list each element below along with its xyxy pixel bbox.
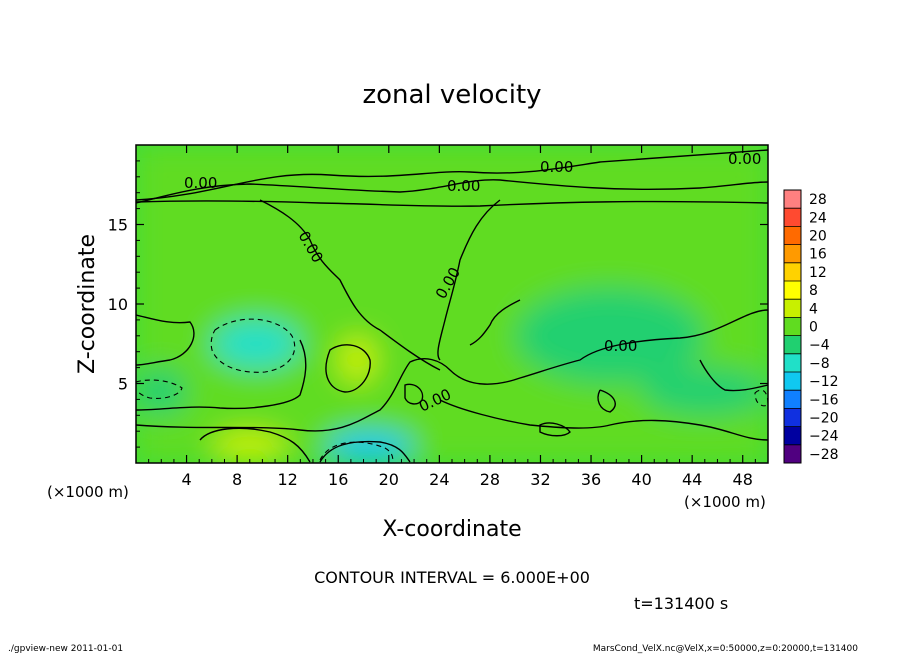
colorbar-swatch (784, 281, 801, 300)
y-axis-label: Z-coordinate (75, 234, 100, 374)
chart-title: zonal velocity (362, 80, 541, 110)
colorbar-swatch (784, 426, 801, 446)
contour-label: 0.00 (184, 174, 217, 192)
x-tick-label: 36 (581, 470, 601, 489)
x-tick-label: 32 (530, 470, 550, 489)
colorbar-frame (783, 189, 802, 464)
colorbar-label: 20 (809, 229, 827, 245)
y-axis: 5 10 15 (108, 160, 768, 448)
colorbar-swatch (784, 244, 801, 264)
field-region (338, 335, 377, 384)
colorbar-label: −8 (809, 356, 830, 372)
colorbar-label: 16 (809, 247, 827, 263)
contour-label: 0.00 (447, 177, 480, 195)
field-regions (136, 145, 768, 463)
colorbar-swatch (784, 353, 801, 373)
colorbar-swatch (784, 317, 801, 337)
x-tick-label: 8 (232, 470, 242, 489)
colorbar-label: 24 (809, 210, 827, 226)
colorbar-swatch (784, 190, 801, 209)
y-tick-label: 10 (108, 295, 128, 314)
contour-lines (136, 149, 768, 463)
colorbar-label: −28 (809, 447, 839, 463)
y-unit-label: (×1000 m) (684, 493, 766, 511)
x-tick-label: 24 (429, 470, 449, 489)
field-region (641, 367, 768, 416)
colorbar-swatch (784, 408, 801, 428)
colorbar-label: −20 (809, 411, 839, 427)
y-tick-label: 15 (108, 216, 128, 235)
colorbar-swatch (784, 262, 801, 282)
x-tick-label: 48 (733, 470, 753, 489)
x-tick-label: 20 (379, 470, 399, 489)
colorbar-swatch (784, 335, 801, 355)
time-label: t=131400 s (634, 594, 728, 613)
x-tick-label: 12 (278, 470, 298, 489)
colorbar-label: 0 (809, 320, 818, 336)
field-region (211, 319, 301, 368)
field-region (211, 431, 288, 463)
colorbar-label: −16 (809, 392, 839, 408)
contour-label: 0.00 (604, 337, 637, 355)
colorbar-swatch (784, 390, 801, 409)
colorbar-label: −12 (809, 374, 839, 390)
colorbar-label: 4 (809, 301, 818, 317)
x-axis: 4 8 12 16 20 24 28 32 36 40 44 48 (148, 145, 756, 489)
colorbar-swatch (784, 226, 801, 246)
contour-label: 0.00 (540, 158, 573, 176)
footer-right: MarsCond_VelX.nc@VelX,x=0:50000,z=0:2000… (593, 644, 858, 654)
contour-label: 0.00 (728, 150, 761, 168)
plot-field (136, 145, 768, 463)
y-tick-label: 5 (118, 375, 128, 394)
x-axis-label: X-coordinate (382, 517, 521, 542)
colorbar-swatch (784, 299, 801, 318)
x-tick-label: 16 (328, 470, 348, 489)
x-tick-label: 40 (631, 470, 651, 489)
negative-contours (136, 318, 768, 463)
x-tick-label: 28 (480, 470, 500, 489)
colorbar-label: 12 (809, 265, 827, 281)
colorbar-label: −4 (809, 338, 830, 354)
x-unit-label: (×1000 m) (47, 483, 129, 501)
colorbar-label: 28 (809, 192, 827, 208)
colorbar-swatch (784, 208, 801, 227)
colorbar-label: −24 (809, 429, 839, 445)
x-tick-label: 44 (682, 470, 702, 489)
colorbar-swatch (784, 444, 801, 464)
field-region (325, 431, 415, 463)
footer-left: ./gpview-new 2011-01-01 (8, 644, 123, 654)
contour-interval-text: CONTOUR INTERVAL = 6.000E+00 (314, 568, 590, 587)
colorbar-swatch (784, 372, 801, 391)
colorbar: 28 24 20 16 12 8 4 0 −4 −8 −12 −16 −20 −24 −28 (783, 189, 839, 464)
x-tick-label: 4 (181, 470, 191, 489)
field-region (515, 288, 705, 384)
colorbar-label: 8 (809, 283, 818, 299)
